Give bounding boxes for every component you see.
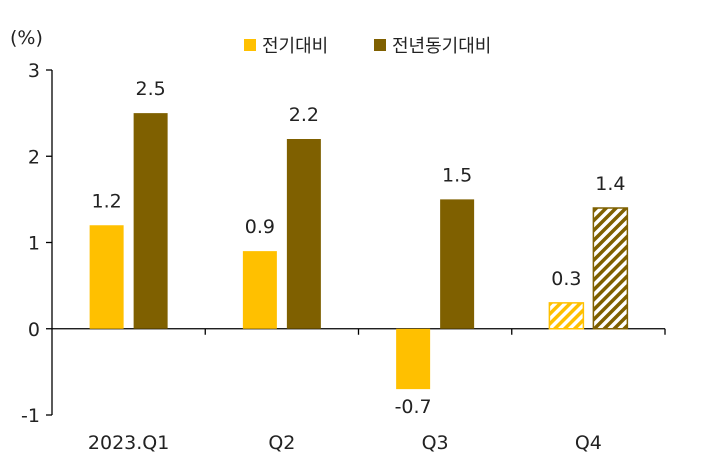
bar-qoq: [548, 302, 585, 330]
legend-swatch-yoy: [374, 39, 386, 51]
data-label: 0.9: [245, 216, 275, 238]
data-label: 0.3: [551, 268, 581, 290]
bars: [89, 113, 629, 390]
data-label: 1.4: [595, 173, 625, 195]
legend-swatch-qoq: [244, 39, 256, 51]
data-label: 2.2: [289, 104, 319, 126]
y-tick-label: 3: [28, 60, 40, 82]
data-label: 1.5: [442, 164, 472, 186]
bar-yoy: [133, 113, 168, 329]
y-tick-label: 2: [28, 146, 40, 168]
unit-label: (%): [10, 27, 43, 49]
data-label: 2.5: [136, 78, 166, 100]
bar-yoy: [286, 139, 321, 329]
x-tick-label: Q4: [575, 432, 602, 454]
axes: -1 0 1 2 3 2023.Q1 Q2 Q3 Q4: [21, 60, 666, 454]
bar-qoq: [89, 225, 124, 329]
legend-label-qoq: 전기대비: [262, 36, 328, 57]
x-tick-label: Q2: [268, 432, 295, 454]
data-label: -0.7: [395, 396, 432, 418]
y-tick-label: -1: [21, 405, 40, 427]
data-label: 1.2: [92, 190, 122, 212]
x-tick-label: 2023.Q1: [88, 432, 169, 454]
y-tick-label: 1: [28, 233, 40, 255]
y-tick-label: 0: [28, 319, 40, 341]
data-labels: 1.2 2.5 0.9 2.2 -0.7 1.5 0.3 1.4: [92, 78, 626, 418]
bar-yoy: [440, 199, 475, 329]
bar-yoy: [592, 207, 629, 330]
bar-qoq: [396, 328, 431, 390]
legend-label-yoy: 전년동기대비: [392, 36, 491, 57]
bar-qoq: [242, 251, 277, 329]
x-tick-label: Q3: [422, 432, 449, 454]
legend: 전기대비 전년동기대비: [244, 36, 491, 57]
